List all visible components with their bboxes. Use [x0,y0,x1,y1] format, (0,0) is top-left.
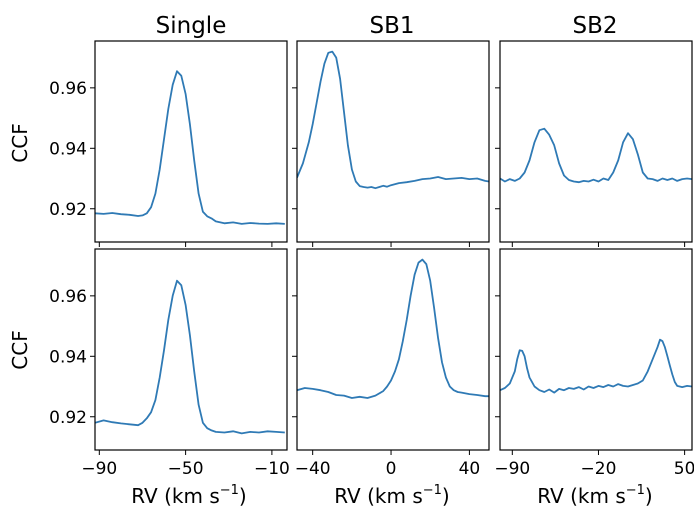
panel-top-right [495,40,693,247]
ccf-series-line [297,50,489,190]
panel-frame [499,248,693,451]
column-title-single: Single [156,13,227,39]
x-tick-label: 0 [386,459,397,479]
y-tick-label: 0.96 [49,287,87,307]
panel-bottom-middle: −40 0 40 [292,248,490,479]
ylabel-bottom: CCF [8,330,32,369]
panel-frame [499,40,693,243]
y-tick-label: 0.94 [49,347,87,367]
xlabel-middle: RV (km s−1) [334,483,449,508]
panel-frame [296,40,490,243]
xlabel-right: RV (km s−1) [537,483,652,508]
x-tick-label: −90 [494,459,530,479]
panel-bottom-right: −90 −20 50 [494,248,694,479]
y-tick-label: 0.92 [49,200,87,220]
column-title-sb1: SB1 [369,13,414,39]
y-tick-label: 0.92 [49,408,87,428]
xlabel-left: RV (km s−1) [131,483,246,508]
ccf-series-line [297,258,489,399]
column-title-sb2: SB2 [572,13,617,39]
ylabel-top: CCF [8,123,32,162]
x-tick-label: −90 [81,459,117,479]
panel-frame [94,248,288,451]
ccf-series-line [500,338,692,394]
panels-group: 0.920.940.960.920.940.96−90 −50 −10 −40 0 40−… [49,40,694,479]
x-tick-label: −20 [581,459,617,479]
ccf-series-line [95,279,285,435]
x-tick-label: 50 [674,459,694,479]
ccf-series-line [95,70,285,225]
y-tick-label: 0.96 [49,79,87,99]
panel-frame [296,248,490,451]
panel-bottom-left: 0.92 0.94 0.96 −90 −50 −10 [49,248,290,479]
panel-top-middle [292,40,490,247]
x-tick-label: −10 [254,459,290,479]
panel-top-left: 0.92 0.94 0.96 [49,40,288,247]
y-tick-label: 0.94 [49,139,87,159]
panel-frame [94,40,288,243]
ccf-series-line [500,127,692,184]
x-tick-label: 40 [459,459,481,479]
x-tick-label: −40 [295,459,331,479]
x-tick-label: −50 [168,459,204,479]
